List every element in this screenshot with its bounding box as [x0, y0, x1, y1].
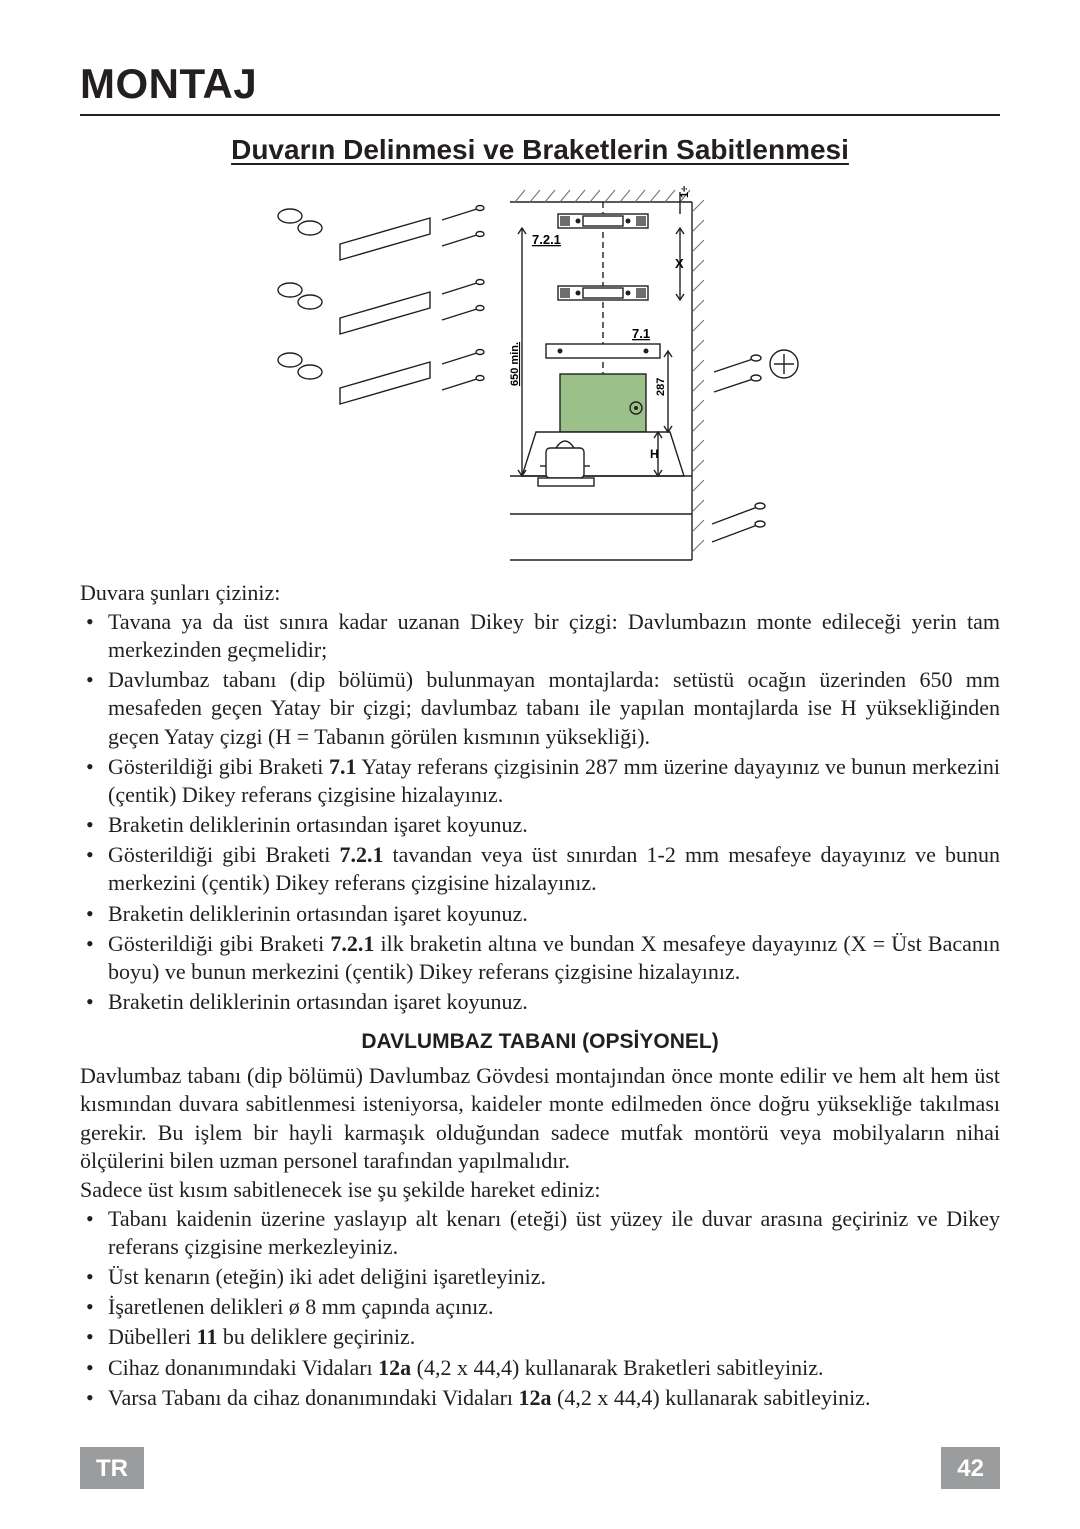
- dim-1-2: 1÷2: [679, 186, 691, 198]
- intro-text-2: Sadece üst kısım sabitlenecek ise şu şek…: [80, 1177, 1000, 1203]
- label-7-1: 7.1: [632, 326, 650, 341]
- dim-287: 287: [655, 378, 667, 396]
- list-item: Tabanı kaidenin üzerine yaslayıp alt ken…: [80, 1205, 1000, 1261]
- list-item: Üst kenarın (eteğin) iki adet deliğini i…: [80, 1263, 1000, 1291]
- dim-x: X: [675, 256, 684, 271]
- dim-650: 650 min.: [509, 342, 521, 386]
- page-footer: TR 42: [80, 1447, 1000, 1489]
- mounting-diagram: 1÷2 7.2.1 X 7.1 287 650 min. H: [260, 186, 820, 566]
- intro-text-1: Duvara şunları çiziniz:: [80, 580, 1000, 606]
- list-item: Gösterildiği gibi Braketi 7.2.1 ilk brak…: [80, 930, 1000, 986]
- list-item: Gösterildiği gibi Braketi 7.2.1 tavandan…: [80, 841, 1000, 897]
- list-item: Braketin deliklerinin ortasından işaret …: [80, 900, 1000, 928]
- list-item: Tavana ya da üst sınıra kadar uzanan Dik…: [80, 608, 1000, 664]
- bullet-list-1: Tavana ya da üst sınıra kadar uzanan Dik…: [80, 608, 1000, 1016]
- section-subtitle: Duvarın Delinmesi ve Braketlerin Sabitle…: [80, 134, 1000, 166]
- paragraph-2: Davlumbaz tabanı (dip bölümü) Davlumbaz …: [80, 1062, 1000, 1175]
- list-item: Dübelleri 11 bu deliklere geçiriniz.: [80, 1323, 1000, 1351]
- list-item: Braketin deliklerinin ortasından işaret …: [80, 988, 1000, 1016]
- list-item: İşaretlenen delikleri ø 8 mm çapında açı…: [80, 1293, 1000, 1321]
- label-7-2-1: 7.2.1: [532, 232, 561, 247]
- list-item: Cihaz donanımındaki Vidaları 12a (4,2 x …: [80, 1354, 1000, 1382]
- footer-language: TR: [80, 1447, 144, 1489]
- page-title: MONTAJ: [80, 60, 1000, 108]
- section-heading-optional: DAVLUMBAZ TABANI (OPSİYONEL): [80, 1030, 1000, 1054]
- bullet-list-2: Tabanı kaidenin üzerine yaslayıp alt ken…: [80, 1205, 1000, 1412]
- list-item: Gösterildiği gibi Braketi 7.1 Yatay refe…: [80, 753, 1000, 809]
- list-item: Varsa Tabanı da cihaz donanımındaki Vida…: [80, 1384, 1000, 1412]
- dim-h: H: [650, 447, 659, 461]
- list-item: Davlumbaz tabanı (dip bölümü) bulunmayan…: [80, 666, 1000, 750]
- list-item: Braketin deliklerinin ortasından işaret …: [80, 811, 1000, 839]
- title-rule: [80, 114, 1000, 116]
- footer-page-number: 42: [941, 1447, 1000, 1489]
- diagram-container: 1÷2 7.2.1 X 7.1 287 650 min. H: [80, 186, 1000, 566]
- page: MONTAJ Duvarın Delinmesi ve Braketlerin …: [0, 0, 1080, 1529]
